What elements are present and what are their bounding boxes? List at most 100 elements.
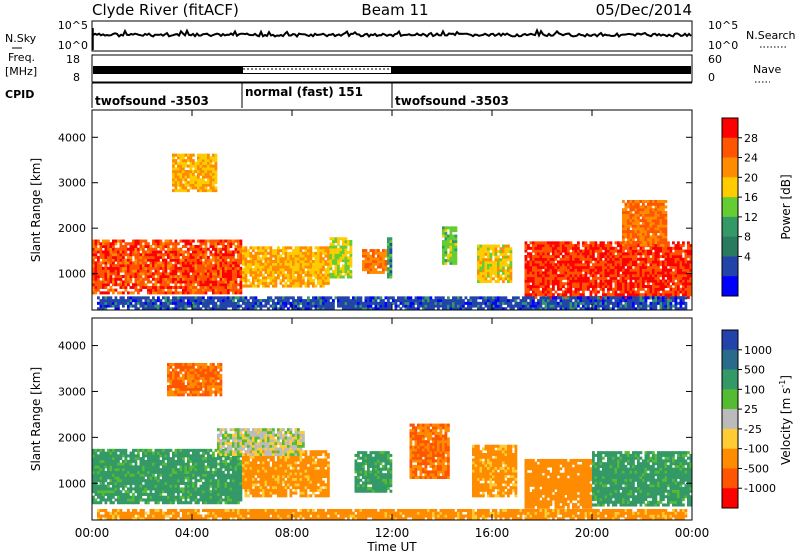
power-cell bbox=[532, 290, 535, 294]
power-cell bbox=[234, 304, 238, 308]
power-cell bbox=[172, 272, 175, 276]
power-cell bbox=[597, 263, 600, 267]
velocity-cell bbox=[92, 462, 95, 466]
power-cell bbox=[667, 307, 670, 311]
power-cell bbox=[249, 270, 253, 274]
power-cell bbox=[644, 260, 648, 264]
power-cell bbox=[267, 276, 270, 280]
power-cell bbox=[662, 260, 665, 264]
power-cell bbox=[512, 304, 515, 308]
power-cell bbox=[642, 224, 645, 228]
power-cell bbox=[162, 242, 165, 246]
power-cell bbox=[649, 210, 653, 214]
power-cell bbox=[687, 279, 690, 283]
power-cell bbox=[632, 255, 635, 259]
power-cell bbox=[314, 265, 318, 269]
power-cell bbox=[159, 261, 163, 265]
power-cell bbox=[427, 304, 430, 308]
power-cell bbox=[502, 299, 505, 303]
power-cell bbox=[477, 277, 480, 281]
power-cell bbox=[307, 254, 310, 258]
power-cell bbox=[497, 304, 500, 308]
power-cell bbox=[494, 263, 498, 267]
power-cell bbox=[632, 219, 635, 223]
power-cell bbox=[124, 301, 128, 305]
power-cell bbox=[187, 280, 190, 284]
power-cell bbox=[672, 293, 675, 297]
velocity-cell bbox=[92, 501, 95, 505]
power-cell bbox=[209, 164, 213, 168]
power-cell bbox=[652, 274, 655, 278]
power-cell bbox=[529, 246, 533, 250]
power-cell bbox=[649, 265, 653, 269]
date-title: 05/Dec/2014 bbox=[596, 1, 692, 19]
power-cell bbox=[272, 251, 275, 255]
power-cell bbox=[632, 257, 635, 261]
power-cell bbox=[667, 279, 670, 283]
power-cell bbox=[337, 270, 340, 274]
power-cell bbox=[559, 304, 563, 308]
power-cell bbox=[167, 307, 170, 311]
velocity-cell bbox=[97, 459, 100, 463]
power-cell bbox=[254, 260, 258, 264]
power-cell bbox=[622, 249, 625, 253]
power-cell bbox=[577, 301, 580, 305]
power-cell bbox=[667, 274, 670, 278]
power-cell bbox=[627, 202, 630, 206]
power-cell bbox=[474, 296, 478, 300]
power-cell bbox=[312, 270, 315, 274]
power-cell bbox=[152, 275, 155, 279]
power-cell bbox=[392, 299, 395, 303]
power-cell bbox=[212, 269, 215, 273]
power-cell bbox=[644, 271, 648, 275]
power-cell bbox=[592, 255, 595, 259]
velocity-cell bbox=[94, 484, 98, 488]
power-cell bbox=[679, 260, 683, 264]
power-cell bbox=[542, 287, 545, 291]
power-cell bbox=[364, 265, 368, 269]
power-cell bbox=[407, 307, 410, 311]
power-cell bbox=[622, 243, 625, 247]
power-cell bbox=[654, 249, 658, 253]
cpid-label: CPID bbox=[5, 88, 34, 101]
power-cell bbox=[147, 245, 150, 249]
power-cell bbox=[489, 274, 493, 278]
power-cell bbox=[297, 284, 300, 288]
power-cell bbox=[154, 253, 158, 257]
power-cell bbox=[552, 282, 555, 286]
power-cell bbox=[277, 273, 280, 277]
power-cell bbox=[492, 247, 495, 251]
power-cell bbox=[157, 250, 160, 254]
power-cell bbox=[562, 244, 565, 248]
power-cell bbox=[284, 281, 288, 285]
power-cell bbox=[282, 299, 285, 303]
power-cell bbox=[509, 269, 513, 273]
nsearch-right-tick-bottom: 10^0 bbox=[708, 39, 738, 52]
power-cell bbox=[569, 260, 573, 264]
power-cell bbox=[587, 299, 590, 303]
power-cell bbox=[622, 213, 625, 217]
power-cell bbox=[639, 287, 643, 291]
power-cell bbox=[102, 272, 105, 276]
power-cell bbox=[154, 288, 158, 292]
power-cell bbox=[409, 296, 413, 300]
power-cell bbox=[189, 164, 193, 168]
power-cell bbox=[434, 301, 438, 305]
power-cell bbox=[507, 299, 510, 303]
power-cell bbox=[552, 307, 555, 311]
power-cell bbox=[269, 257, 273, 261]
power-cell bbox=[534, 301, 538, 305]
power-cell bbox=[97, 277, 100, 281]
power-cell bbox=[299, 249, 303, 253]
power-cell bbox=[199, 250, 203, 254]
power-cell bbox=[634, 230, 638, 234]
power-cell bbox=[92, 253, 95, 257]
power-cell bbox=[337, 267, 340, 271]
power-cell bbox=[669, 252, 673, 256]
power-cell bbox=[489, 269, 493, 273]
power-cell bbox=[499, 263, 503, 267]
power-cell bbox=[227, 245, 230, 249]
power-cell bbox=[642, 265, 645, 269]
power-cell bbox=[179, 266, 183, 270]
power-cell bbox=[457, 299, 460, 303]
